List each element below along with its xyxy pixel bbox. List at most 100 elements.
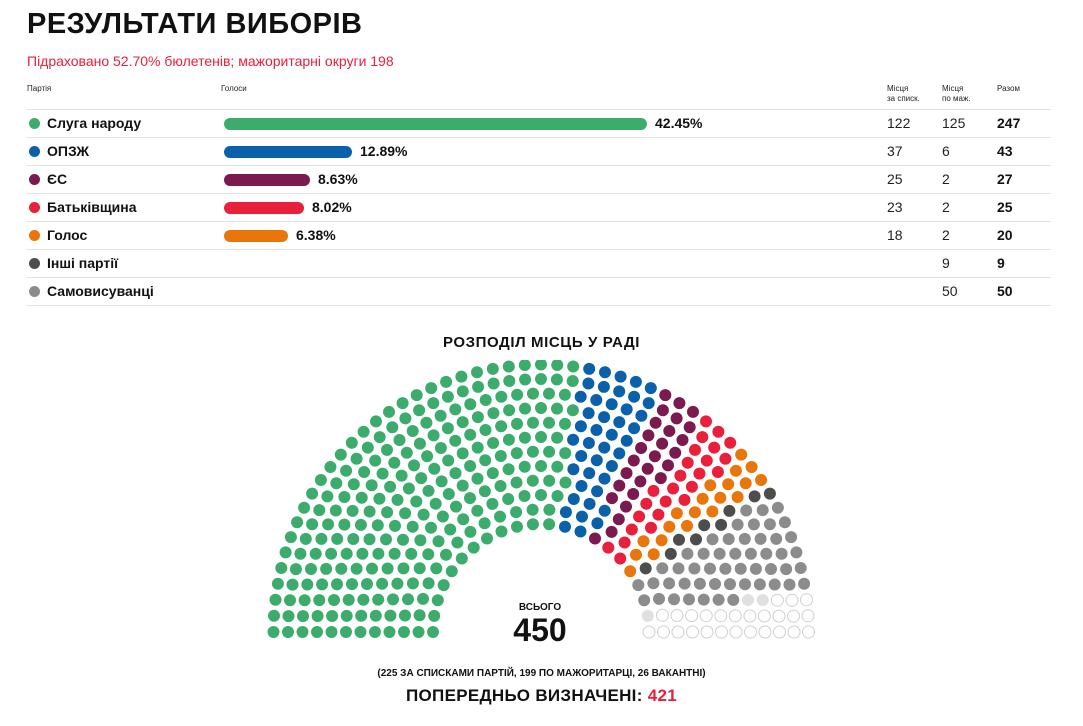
total-seats: 20 [997,227,1013,243]
seat-dot [451,536,464,549]
party-name: ОПЗЖ [47,143,90,159]
party-color-dot [29,230,40,241]
seat-dot [731,491,744,503]
seat-dot [798,577,811,590]
seat-dot [787,609,800,623]
list-seats: 122 [887,115,911,131]
preliminary-determined: ПОПЕРЕДНЬО ВИЗНАЧЕНІ: 421 [0,686,1083,706]
seat-dot [590,454,603,467]
seat-dot [743,609,757,623]
seat-dot [551,360,564,371]
seat-dot [583,467,596,480]
majoritarian-seats: 6 [942,143,950,159]
header-votes: Голоси [221,84,247,93]
seat-dot [518,460,531,473]
seat-dot [671,625,685,639]
seat-dot [342,593,355,606]
seat-dot [639,562,652,575]
list-seats: 37 [887,143,903,159]
seat-dot [405,547,418,560]
seat-dot [328,594,340,606]
seat-dot [535,402,547,414]
seat-dot [723,504,736,517]
seat-dot [715,625,728,639]
seat-dot [450,500,462,513]
total-seats: 25 [997,199,1013,215]
total-seats-value: 450 [513,612,567,648]
seat-dot [602,541,615,554]
seat-dot [640,497,653,510]
seat-dot [526,518,539,531]
seat-dot [739,578,751,591]
seat-dot [670,507,683,520]
seat-dot [624,565,637,578]
seat-dot [422,548,435,561]
seat-dot [518,490,531,502]
seat-dot [410,495,423,508]
table-row: Інші партії 9 9 [27,250,1051,278]
seat-dot [763,518,776,531]
seat-dot [693,577,706,590]
seat-dot [712,593,725,606]
seat-dot [696,492,709,505]
seat-dot [606,492,618,505]
seat-dot [620,403,633,416]
seat-dot [672,562,685,575]
seat-dot [655,608,669,622]
seat-dot [790,546,803,559]
seat-dot [479,394,492,406]
seat-dot [551,431,564,444]
vote-share-bar [224,146,352,158]
seat-dot [635,409,648,422]
seat-dot [510,476,523,489]
seat-dot [338,518,351,531]
seat-dot [396,397,409,410]
seat-dot [495,525,508,538]
seat-dot [371,519,384,532]
seat-dot [567,360,580,373]
seat-dot [756,594,769,607]
seat-dot [298,594,311,607]
seat-dot [642,397,655,410]
table-row: Батьківщина 8.02% 23 2 25 [27,194,1051,222]
seat-dot [413,562,426,575]
total-label: ВСЬОГО [518,602,562,613]
seat-dot [673,533,685,546]
seat-dot [637,535,650,548]
seat-dot [719,562,732,575]
seat-dot [674,469,687,482]
seat-dot [331,578,343,591]
seat-dot [441,390,454,403]
seat-dot [642,429,655,442]
seat-dot [518,431,531,444]
seat-dot [427,397,440,410]
seat-dot [526,503,539,516]
seat-dot [421,450,434,463]
vote-share-label: 12.89% [360,143,408,159]
seat-dot [775,547,788,560]
seat-dot [653,592,665,605]
seat-dot [727,593,740,606]
seat-dot [372,547,385,560]
seat-dot [456,447,469,460]
seat-dot [495,420,508,433]
seat-dot [487,407,500,420]
count-status: Підраховано 52.70% бюлетенів; мажоритарн… [27,53,394,69]
seat-dot [428,462,441,475]
seat-dot [704,562,716,575]
seat-dot [614,370,627,383]
seat-dot [357,593,370,606]
seat-dot [582,407,595,420]
seat-dot [567,493,580,505]
seat-dot [771,501,784,514]
results-table: Партія Голоси Місця за списк. Місця по маж… [27,78,1051,306]
seat-dot [311,626,323,638]
seat-dot [282,626,294,638]
seat-dot [467,541,480,554]
seat-dot [693,467,706,480]
seat-dot [381,443,393,456]
seat-dot [742,594,754,606]
seat-dot [755,474,768,486]
seat-dot [551,490,564,502]
seat-dot [329,504,342,517]
